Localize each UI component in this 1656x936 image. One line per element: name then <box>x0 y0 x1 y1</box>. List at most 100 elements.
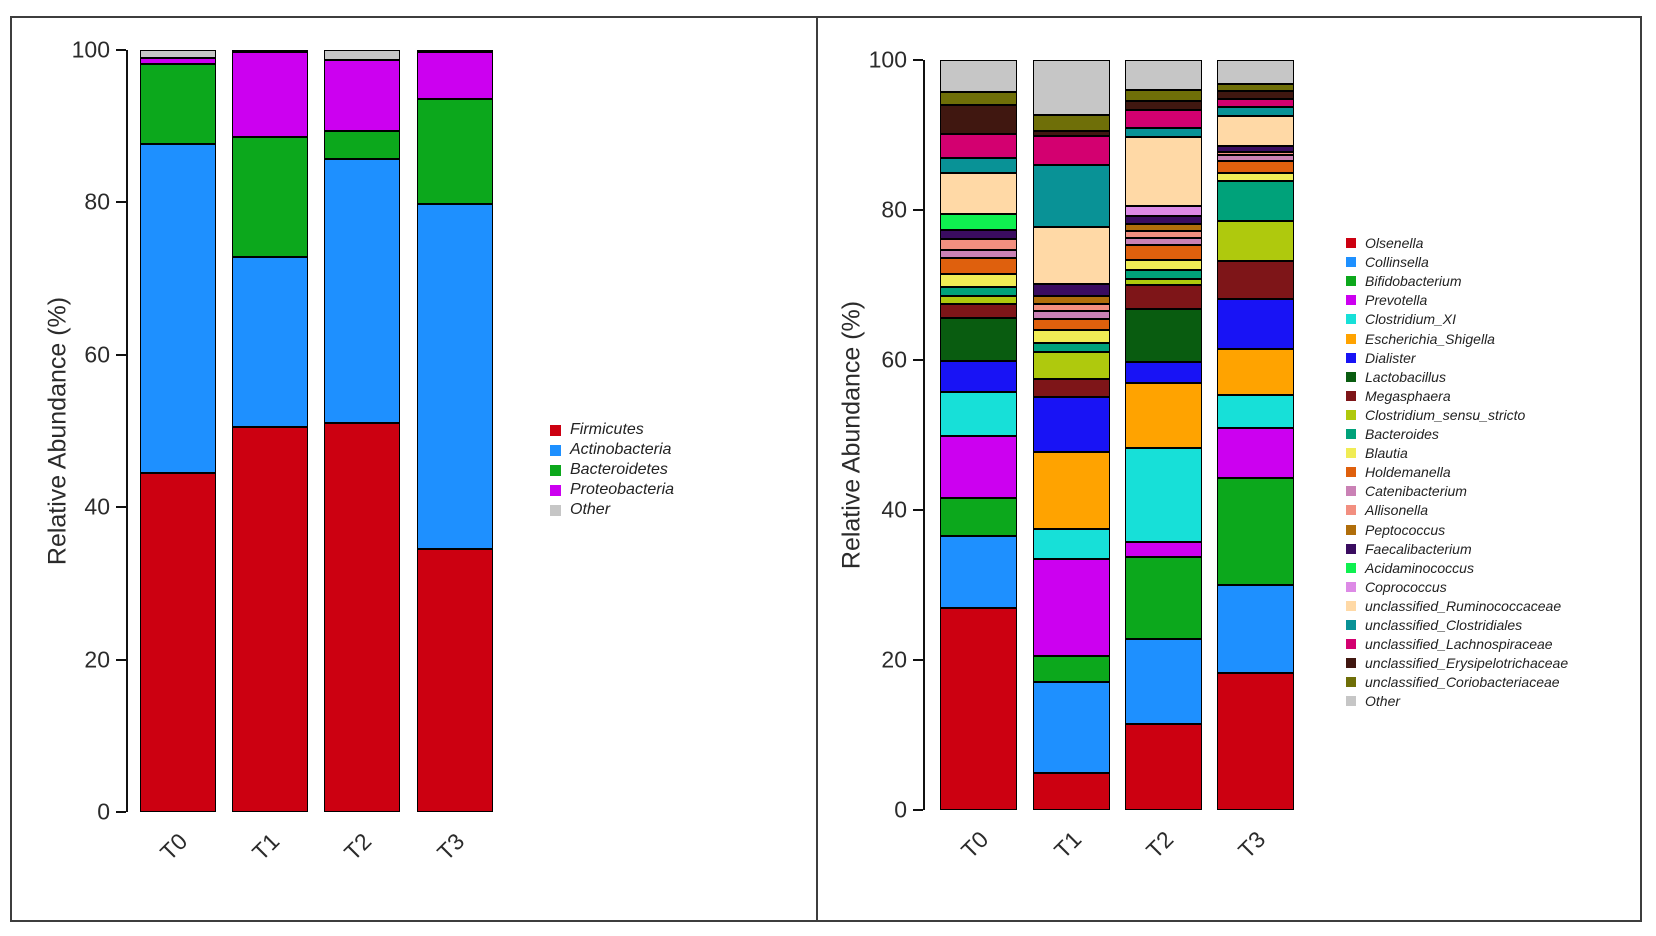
segment-Olsenella <box>1217 672 1294 810</box>
segment-Clostridium_XI <box>1033 528 1110 559</box>
legend-item-Firmicutes: Firmicutes <box>550 422 644 438</box>
y-axis-tick <box>913 659 923 661</box>
segment-Escherichia_Shigella <box>1217 348 1294 396</box>
bar-T3 <box>1217 60 1294 810</box>
legend-item-Clostridium_XI: Clostridium_XI <box>1346 312 1456 326</box>
legend-item-Proteobacteria: Proteobacteria <box>550 482 674 498</box>
legend-label-unclassified_Erysipelotrichaceae: unclassified_Erysipelotrichaceae <box>1365 655 1569 672</box>
legend-label-Allisonella: Allisonella <box>1365 502 1429 519</box>
segment-Catenibacterium <box>940 249 1017 258</box>
legend-swatch-Megasphaera <box>1346 390 1356 401</box>
legend-item-Faecalibacterium: Faecalibacterium <box>1346 542 1472 556</box>
legend-label-unclassified_Lachnospiraceae: unclassified_Lachnospiraceae <box>1365 636 1553 653</box>
legend-item-Collinsella: Collinsella <box>1346 255 1429 269</box>
legend-label-Coprococcus: Coprococcus <box>1365 578 1447 595</box>
segment-Bifidobacterium <box>1125 556 1202 639</box>
segment-Other <box>324 50 400 60</box>
segment-Collinsella <box>1033 681 1110 774</box>
y-axis-tick <box>913 809 923 811</box>
segment-Other <box>140 50 216 58</box>
legend-item-Dialister: Dialister <box>1346 351 1416 365</box>
bar-T1 <box>232 49 308 812</box>
legend-item-Coprococcus: Coprococcus <box>1346 580 1447 594</box>
segment-Holdemanella <box>1217 161 1294 174</box>
segment-Clostridium_sensu_stricto <box>1033 351 1110 379</box>
segment-Actinobacteria <box>417 203 493 550</box>
segment-Actinobacteria <box>232 257 308 428</box>
segment-Faecalibacterium <box>1217 145 1294 152</box>
legend-swatch-Clostridium_XI <box>1346 314 1356 325</box>
y-axis-tick <box>913 209 923 211</box>
segment-unclassified_Erysipelotrichaceae <box>1217 90 1294 99</box>
legend-label-Faecalibacterium: Faecalibacterium <box>1365 540 1472 557</box>
segment-Clostridium_sensu_stricto <box>1217 220 1294 261</box>
legend-swatch-Other <box>1346 696 1356 707</box>
segment-Blautia <box>1125 259 1202 270</box>
bar-T2 <box>1125 60 1202 810</box>
x-category-label-T2: T2 <box>1140 826 1178 864</box>
segment-Bacteroidetes <box>324 130 400 159</box>
legend-label-Firmicutes: Firmicutes <box>570 421 644 438</box>
x-category-label-T3: T3 <box>1232 826 1270 864</box>
segment-Dialister <box>1217 299 1294 349</box>
legend-label-Prevotella: Prevotella <box>1365 292 1428 309</box>
y-axis-tick <box>913 359 923 361</box>
legend-item-unclassified_Erysipelotrichaceae: unclassified_Erysipelotrichaceae <box>1346 656 1568 670</box>
segment-Allisonella <box>1217 151 1294 156</box>
legend-swatch-Other <box>550 504 561 516</box>
y-tick-label: 40 <box>84 493 110 520</box>
y-axis-tick <box>116 353 126 356</box>
legend-label-Bacteroides: Bacteroides <box>1365 426 1439 442</box>
segment-Bifidobacterium <box>940 498 1017 537</box>
legend-label-Bifidobacterium: Bifidobacterium <box>1365 273 1462 290</box>
legend-label-Megasphaera: Megasphaera <box>1365 387 1451 404</box>
legend-label-Catenibacterium: Catenibacterium <box>1365 483 1467 500</box>
segment-Collinsella <box>1217 585 1294 673</box>
legend-swatch-Dialister <box>1346 352 1356 363</box>
segment-Prevotella <box>1033 558 1110 657</box>
y-axis-tick <box>116 658 126 661</box>
legend-swatch-unclassified_Coriobacteriaceae <box>1346 677 1356 688</box>
legend-swatch-Firmicutes <box>550 424 561 436</box>
segment-Clostridium_XI <box>1125 447 1202 542</box>
segment-Bacteroidetes <box>417 98 493 204</box>
segment-Clostridium_XI <box>940 392 1017 436</box>
bar-T1 <box>1033 60 1110 810</box>
segment-Proteobacteria <box>232 51 308 137</box>
segment-Other <box>1217 60 1294 84</box>
y-tick-label: 100 <box>71 36 110 63</box>
y-tick-label: 100 <box>868 46 907 73</box>
legend-swatch-Blautia <box>1346 448 1356 459</box>
segment-Peptococcus <box>1125 223 1202 231</box>
legend-item-Actinobacteria: Actinobacteria <box>550 442 671 458</box>
segment-Catenibacterium <box>1125 237 1202 245</box>
legend-swatch-unclassified_Clostridiales <box>1346 620 1356 630</box>
y-axis-line <box>923 60 925 810</box>
segment-Prevotella <box>940 435 1017 498</box>
legend-item-unclassified_Clostridiales: unclassified_Clostridiales <box>1346 618 1522 632</box>
y-axis-tick <box>913 59 923 61</box>
legend-label-unclassified_Clostridiales: unclassified_Clostridiales <box>1365 617 1523 633</box>
legend-label-Other: Other <box>570 501 611 518</box>
segment-Other <box>417 50 493 53</box>
legend-label-Proteobacteria: Proteobacteria <box>570 481 675 498</box>
y-axis-tick <box>116 201 126 204</box>
legend-label-Bacteroidetes: Bacteroidetes <box>570 461 668 478</box>
legend-item-Other: Other <box>550 502 610 518</box>
segment-Other <box>940 60 1017 93</box>
bar-T3 <box>417 50 493 812</box>
segment-Other <box>1033 60 1110 115</box>
segment-Dialister <box>1033 396 1110 452</box>
bar-T2 <box>324 50 400 812</box>
legend-item-Blautia: Blautia <box>1346 446 1408 460</box>
legend-swatch-Actinobacteria <box>550 444 561 456</box>
segment-unclassified_Lachnospiraceae <box>1033 135 1110 165</box>
legend-swatch-Allisonella <box>1346 505 1356 516</box>
legend-item-Prevotella: Prevotella <box>1346 293 1427 307</box>
legend-swatch-Peptococcus <box>1346 524 1356 535</box>
segment-Allisonella <box>940 239 1017 250</box>
segment-unclassified_Coriobacteriaceae <box>940 92 1017 105</box>
segment-Actinobacteria <box>140 143 216 473</box>
legend-swatch-Coprococcus <box>1346 581 1356 592</box>
